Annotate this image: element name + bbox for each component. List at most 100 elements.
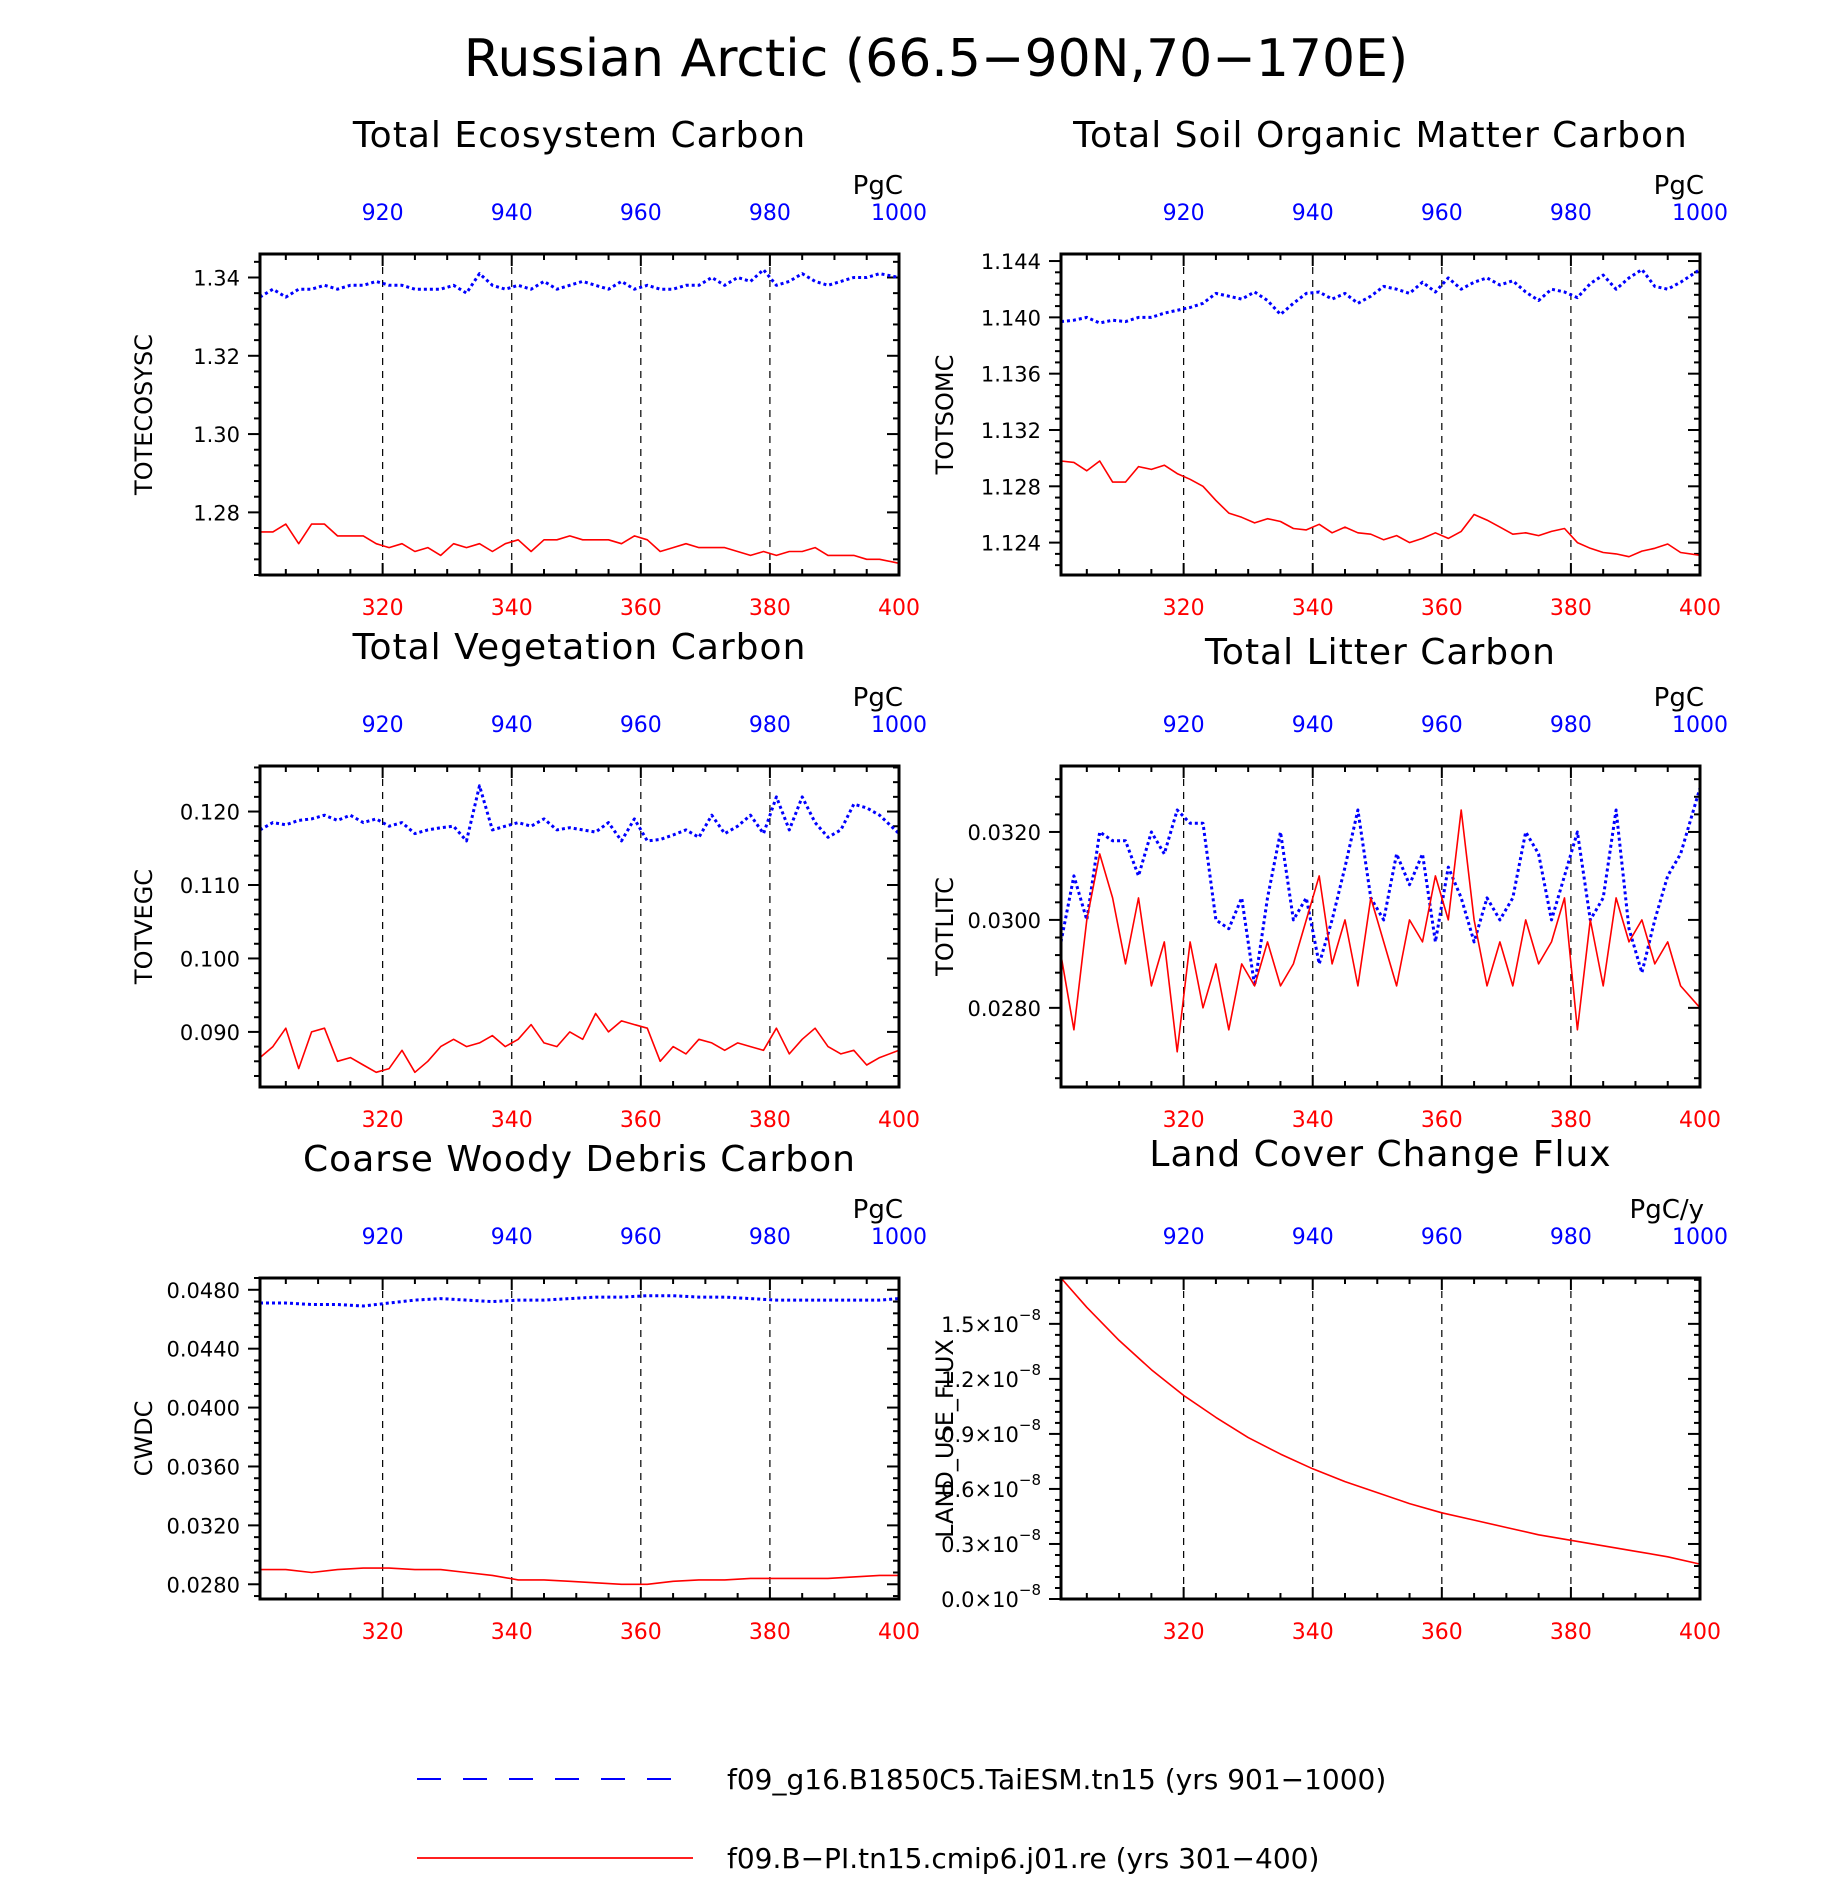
y-tick-label: 0.0320	[968, 821, 1041, 845]
y-tick-label: 0.110	[180, 874, 240, 898]
x-tick-label-bottom: 320	[1163, 1108, 1205, 1133]
x-tick-label-top: 1000	[1672, 201, 1728, 226]
y-tick-exponent: −8	[1019, 1471, 1041, 1489]
y-tick-base: ×10	[975, 1588, 1019, 1612]
y-tick-label: 0.120	[180, 801, 240, 825]
x-tick-label-bottom: 360	[620, 1108, 662, 1133]
x-tick-label-bottom: 360	[620, 1620, 662, 1645]
x-tick-label-top: 980	[749, 201, 791, 226]
y-tick-base: ×10	[975, 1478, 1019, 1502]
y-tick-value: 0.110	[180, 874, 240, 898]
panel-title: Coarse Woody Debris Carbon	[303, 1139, 856, 1180]
y-tick-value: 1.28	[193, 501, 240, 525]
y-tick-label: 1.140	[981, 306, 1041, 330]
legend-label: f09_g16.B1850C5.TaiESM.tn15 (yrs 901−100…	[727, 1763, 1386, 1796]
series-line-exp	[1060, 1277, 1701, 1565]
y-axis-label: TOTSOMC	[931, 355, 959, 476]
y-tick-value: 1.132	[981, 419, 1041, 443]
series-line-ctrl	[1059, 787, 1702, 988]
y-tick-label: 1.30	[193, 423, 240, 447]
x-tick-label-top: 1000	[871, 1225, 927, 1250]
y-tick-label: 0.6×10−8	[941, 1471, 1041, 1502]
plot-frame	[1059, 252, 1702, 577]
y-tick-label: 0.0280	[167, 1573, 240, 1597]
series-line-exp	[259, 1012, 900, 1074]
y-tick-label: 1.128	[981, 475, 1041, 499]
y-tick-label: 1.132	[981, 419, 1041, 443]
y-tick-value: 0.0400	[167, 1397, 240, 1421]
x-tick-label-bottom: 340	[491, 1620, 533, 1645]
y-tick-label: 0.0480	[167, 1279, 240, 1303]
y-tick-label: 1.34	[193, 266, 240, 290]
panel-4: Total Litter Carbon PgC TOTLITC 320 340 360 38…	[931, 632, 1728, 1133]
y-tick-value: 0.090	[180, 1021, 240, 1045]
y-tick-value: 1.34	[193, 266, 240, 290]
x-tick-label-bottom: 360	[1421, 1620, 1463, 1645]
x-tick-label-bottom: 340	[1292, 1108, 1334, 1133]
units-label: PgC	[853, 1195, 903, 1225]
x-tick-label-top: 920	[1163, 201, 1205, 226]
y-tick-value: 0.6	[941, 1478, 974, 1502]
panel-title: Total Ecosystem Carbon	[352, 115, 806, 156]
series-line-exp	[1060, 809, 1701, 1053]
series-line-exp	[260, 523, 900, 565]
series-line-exp	[260, 1567, 899, 1586]
panel-title: Total Vegetation Carbon	[352, 627, 807, 668]
x-tick-label-bottom: 380	[1550, 596, 1592, 621]
units-label: PgC	[1654, 171, 1704, 201]
y-tick-label: 0.0280	[968, 997, 1041, 1021]
y-tick-value: 0.0300	[968, 909, 1041, 933]
x-tick-label-bottom: 380	[1550, 1108, 1592, 1133]
x-tick-label-top: 940	[491, 713, 533, 738]
units-label: PgC/y	[1630, 1195, 1704, 1225]
y-tick-value: 0.0280	[968, 997, 1041, 1021]
series-line-exp	[1060, 460, 1701, 558]
panel-title: Total Litter Carbon	[1204, 632, 1556, 673]
x-tick-label-top: 920	[362, 1225, 404, 1250]
x-tick-label-top: 940	[491, 201, 533, 226]
panel-2: Total Soil Organic Matter Carbon PgC TOTSO…	[931, 115, 1728, 621]
y-tick-exponent: −8	[1019, 1306, 1041, 1324]
x-tick-label-bottom: 340	[1292, 596, 1334, 621]
y-tick-label: 1.32	[193, 345, 240, 369]
x-tick-label-top: 920	[362, 201, 404, 226]
plot-frame	[258, 1276, 901, 1601]
x-tick-label-bottom: 320	[1163, 1620, 1205, 1645]
plot-frame	[258, 252, 901, 577]
x-tick-label-top: 1000	[871, 201, 927, 226]
x-tick-label-bottom: 380	[749, 596, 791, 621]
x-tick-label-top: 920	[1163, 713, 1205, 738]
panel-title: Land Cover Change Flux	[1149, 1134, 1611, 1175]
x-tick-label-top: 1000	[1672, 713, 1728, 738]
x-tick-label-top: 920	[1163, 1225, 1205, 1250]
x-tick-label-top: 980	[1550, 201, 1592, 226]
x-tick-label-top: 940	[1292, 1225, 1334, 1250]
legend: f09_g16.B1850C5.TaiESM.tn15 (yrs 901−100…	[417, 1763, 1386, 1875]
series-line-ctrl	[260, 1294, 900, 1308]
x-tick-label-bottom: 400	[1679, 1620, 1721, 1645]
x-tick-label-bottom: 320	[362, 1620, 404, 1645]
x-tick-label-top: 980	[1550, 1225, 1592, 1250]
units-label: PgC	[853, 171, 903, 201]
y-tick-value: 0.0440	[167, 1338, 240, 1362]
y-tick-label: 1.5×10−8	[941, 1306, 1041, 1337]
y-tick-label: 0.0440	[167, 1338, 240, 1362]
x-tick-label-bottom: 400	[1679, 596, 1721, 621]
y-tick-value: 0.0320	[968, 821, 1041, 845]
y-tick-value: 1.144	[981, 250, 1041, 274]
x-tick-label-bottom: 400	[878, 1620, 920, 1645]
y-tick-label: 0.100	[180, 947, 240, 971]
x-tick-label-top: 960	[1421, 1225, 1463, 1250]
panel-1: Total Ecosystem Carbon PgC TOTECOSYSC 320 34…	[130, 115, 927, 621]
x-tick-label-top: 960	[620, 713, 662, 738]
y-tick-value: 1.32	[193, 345, 240, 369]
y-tick-base: ×10	[975, 1423, 1019, 1447]
y-axis-label: TOTVEGC	[130, 869, 158, 985]
y-tick-label: 0.9×10−8	[941, 1416, 1041, 1447]
main-title: Russian Arctic (66.5−90N,70−170E)	[464, 29, 1408, 89]
y-tick-value: 0.0360	[167, 1455, 240, 1479]
plot-frame	[1059, 764, 1702, 1089]
x-tick-label-bottom: 320	[362, 1108, 404, 1133]
x-tick-label-bottom: 320	[362, 596, 404, 621]
y-axis-label: CWDC	[130, 1401, 158, 1477]
